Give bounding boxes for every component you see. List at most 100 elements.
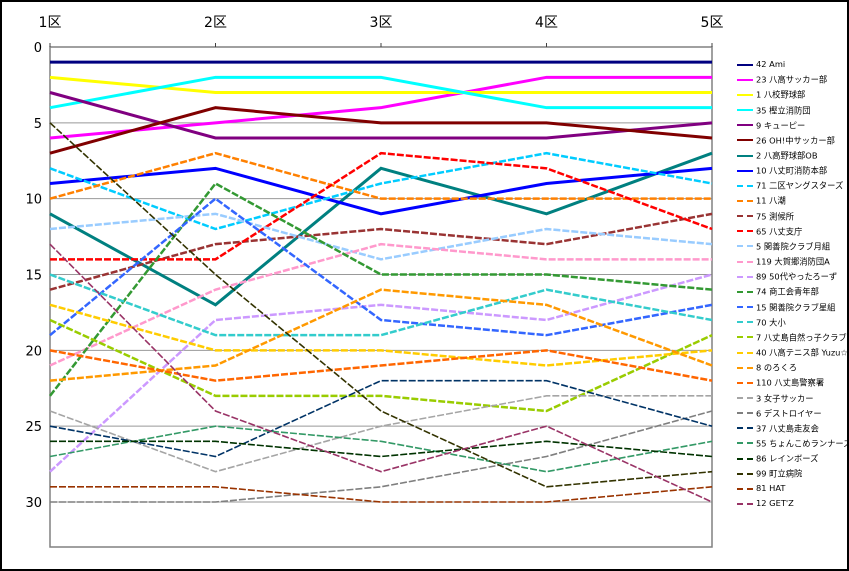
- legend-item: 70 大小: [737, 315, 847, 330]
- y-axis-label: 30: [25, 496, 42, 511]
- legend-item: 11 八潮: [737, 193, 847, 208]
- series-line: [49, 273, 713, 337]
- legend-item: 10 八丈町消防本部: [737, 163, 847, 178]
- series-line: [49, 425, 713, 473]
- legend-label: 99 町立病院: [756, 470, 803, 480]
- series-line: [49, 151, 713, 231]
- series-line: [49, 212, 713, 261]
- legend-label: 37 八丈島走友会: [756, 425, 819, 435]
- legend-item: 119 大賀郷消防団A: [737, 254, 847, 269]
- legend-label: 70 大小: [756, 319, 786, 329]
- legend: 42 Ami 23 八高サッカー部 1 八校野球部 35 樫立消防団 9 キューピー 26…: [737, 57, 849, 512]
- legend-swatch: [737, 245, 753, 248]
- legend-item: 110 八丈島警察署: [737, 375, 847, 390]
- legend-swatch: [737, 184, 753, 187]
- legend-swatch: [737, 306, 753, 309]
- legend-item: 23 八高サッカー部: [737, 72, 847, 87]
- series-line: [49, 303, 713, 367]
- series-line: [49, 151, 712, 200]
- series-line: [49, 151, 713, 307]
- x-axis-label: 5区: [701, 15, 724, 31]
- legend-item: 8 のろくろ: [737, 360, 847, 375]
- series-line: [49, 106, 713, 155]
- legend-label: 119 大賀郷消防団A: [756, 258, 830, 268]
- legend-item: 86 レインボーズ: [737, 451, 847, 466]
- legend-swatch: [737, 230, 753, 233]
- legend-item: 15 関善院クラブ星組: [737, 300, 847, 315]
- legend-swatch: [737, 139, 753, 142]
- legend-item: 2 八高野球部OB: [737, 148, 847, 163]
- legend-swatch: [737, 215, 753, 218]
- legend-swatch: [737, 63, 753, 66]
- legend-label: 65 八丈支庁: [756, 228, 803, 238]
- series-line: [49, 91, 713, 140]
- legend-swatch: [737, 381, 753, 384]
- legend-label: 74 商工会青年部: [756, 288, 819, 298]
- legend-label: 40 八高テニス部 Yuzu☆: [756, 349, 848, 359]
- legend-label: 2 八高野球部OB: [756, 152, 818, 162]
- legend-item: 89 50代やったろーず: [737, 269, 847, 284]
- legend-label: 12 GET'Z: [756, 499, 794, 509]
- legend-swatch: [737, 351, 753, 354]
- series-line: [49, 75, 712, 140]
- legend-swatch: [737, 290, 753, 293]
- y-axis-label: 5: [34, 117, 42, 132]
- x-axis-label: 3区: [370, 15, 393, 31]
- legend-label: 3 女子サッカー: [756, 394, 814, 404]
- legend-label: 26 OH!中サッカー部: [756, 137, 835, 147]
- legend-swatch: [737, 336, 753, 339]
- series-line: [49, 288, 713, 382]
- y-axis-label: 20: [25, 344, 42, 359]
- legend-swatch: [737, 427, 753, 430]
- y-axis-label: 0: [34, 41, 42, 56]
- legend-label: 15 関善院クラブ星組: [756, 303, 836, 314]
- legend-item: 6 デストロイヤー: [737, 406, 847, 421]
- legend-item: 55 ちょんこめランナーズ: [737, 436, 849, 451]
- legend-swatch: [737, 366, 753, 369]
- series-line: [50, 151, 713, 261]
- series-line: [50, 410, 713, 503]
- legend-item: 26 OH!中サッカー部: [737, 133, 847, 148]
- legend-label: 8 のろくろ: [756, 364, 798, 374]
- legend-label: 71 二区ヤングスターズ: [756, 182, 844, 192]
- legend-swatch: [737, 412, 753, 415]
- legend-swatch: [737, 321, 753, 324]
- legend-swatch: [737, 503, 753, 506]
- legend-label: 9 キューピー: [756, 121, 806, 132]
- legend-label: 89 50代やったろーず: [756, 273, 838, 283]
- legend-swatch: [737, 78, 753, 81]
- legend-item: 35 樫立消防団: [737, 102, 847, 117]
- legend-item: 9 キューピー: [737, 118, 847, 133]
- legend-item: 1 八校野球部: [737, 87, 847, 102]
- legend-swatch: [737, 397, 753, 400]
- legend-item: 75 測候所: [737, 209, 847, 224]
- y-axis-label: 25: [25, 420, 42, 435]
- legend-swatch: [737, 154, 753, 157]
- legend-label: 7 八丈島自然っ子クラブ: [756, 334, 847, 344]
- legend-item: 12 GET'Z: [737, 497, 847, 512]
- legend-label: 11 八潮: [756, 197, 786, 207]
- x-axis-label: 4区: [535, 15, 558, 31]
- legend-label: 23 八高サッカー部: [756, 76, 828, 86]
- series-line: [50, 440, 713, 458]
- series-line: [50, 486, 713, 503]
- legend-item: 42 Ami: [737, 57, 847, 72]
- legend-item: 40 八高テニス部 Yuzu☆: [737, 345, 848, 360]
- legend-label: 5 関善院クラブ月組: [756, 243, 831, 253]
- legend-label: 55 ちょんこめランナーズ: [756, 440, 849, 450]
- legend-item: 3 女子サッカー: [737, 390, 847, 405]
- series-line: [49, 243, 713, 503]
- legend-swatch: [737, 487, 753, 490]
- legend-swatch: [737, 169, 753, 172]
- y-axis-label: 10: [25, 193, 42, 208]
- legend-swatch: [737, 457, 753, 460]
- legend-item: 65 八丈支庁: [737, 224, 847, 239]
- legend-swatch: [737, 109, 753, 112]
- legend-swatch: [737, 199, 753, 202]
- x-axis-label: 1区: [39, 15, 62, 31]
- series-line: [49, 166, 713, 216]
- series-line: [49, 349, 713, 382]
- y-axis-label: 15: [25, 269, 42, 284]
